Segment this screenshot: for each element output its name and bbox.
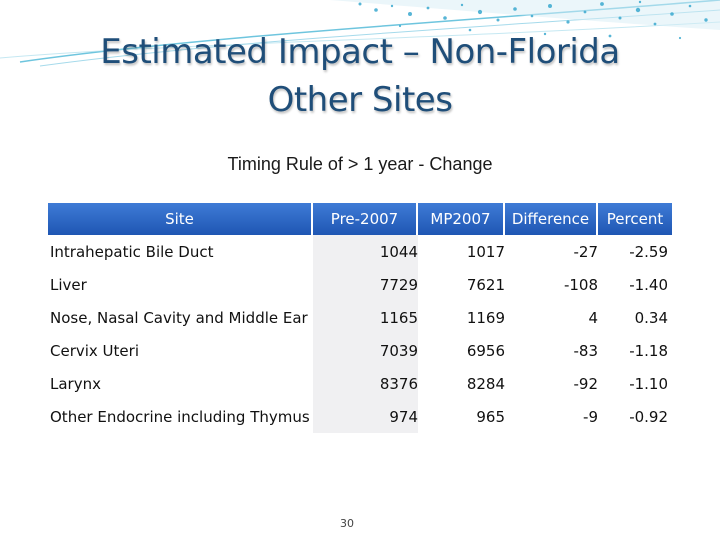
slide-title: Estimated Impact – Non-Florida Other Sit… — [100, 32, 620, 120]
table-row: Nose, Nasal Cavity and Middle Ear 1165 1… — [48, 301, 672, 334]
table-row: Other Endocrine including Thymus 974 965… — [48, 400, 672, 433]
cell-difference: 4 — [588, 308, 598, 327]
cell-site: Liver — [50, 275, 87, 294]
slide-subtitle: Timing Rule of > 1 year - Change — [227, 154, 493, 174]
cell-pre-2007: 974 — [313, 400, 418, 433]
cell-mp2007: 8284 — [466, 374, 505, 393]
cell-mp2007: 1017 — [466, 242, 505, 261]
cell-site: Other Endocrine including Thymus — [50, 407, 310, 426]
header-site: Site — [48, 203, 313, 235]
cell-percent: -2.59 — [629, 242, 668, 261]
cell-percent: -0.92 — [629, 407, 668, 426]
cell-site: Intrahepatic Bile Duct — [50, 242, 214, 261]
cell-difference: -27 — [573, 242, 599, 261]
cell-pre-2007: 8376 — [313, 367, 418, 400]
cell-pre-2007: 7039 — [313, 334, 418, 367]
header-difference: Difference — [505, 203, 598, 235]
table-row: Intrahepatic Bile Duct 1044 1017 -27 -2.… — [48, 235, 672, 268]
table-row: Cervix Uteri 7039 6956 -83 -1.18 — [48, 334, 672, 367]
slide-number: 30 — [340, 517, 354, 530]
cell-site: Cervix Uteri — [50, 341, 139, 360]
table-row: Liver 7729 7621 -108 -1.40 — [48, 268, 672, 301]
table-row: Larynx 8376 8284 -92 -1.10 — [48, 367, 672, 400]
cell-percent: -1.40 — [629, 275, 668, 294]
cell-difference: -108 — [563, 275, 598, 294]
cell-mp2007: 7621 — [466, 275, 505, 294]
cell-pre-2007: 7729 — [313, 268, 418, 301]
cell-pre-2007: 1165 — [313, 301, 418, 334]
cell-difference: -9 — [583, 407, 598, 426]
cell-mp2007: 6956 — [466, 341, 505, 360]
cell-percent: -1.10 — [629, 374, 668, 393]
cell-mp2007: 965 — [476, 407, 505, 426]
cell-site: Nose, Nasal Cavity and Middle Ear — [50, 308, 308, 327]
header-mp2007: MP2007 — [418, 203, 505, 235]
decorative-swoosh — [0, 0, 720, 67]
cell-percent: 0.34 — [634, 308, 668, 327]
header-percent: Percent — [598, 203, 672, 235]
cell-pre-2007: 1044 — [313, 235, 418, 268]
cell-difference: -92 — [573, 374, 599, 393]
table-header-row: Site Pre-2007 MP2007 Difference Percent — [48, 203, 672, 235]
cell-difference: -83 — [573, 341, 599, 360]
cell-percent: -1.18 — [629, 341, 668, 360]
cell-site: Larynx — [50, 374, 101, 393]
impact-table: Site Pre-2007 MP2007 Difference Percent … — [48, 203, 672, 433]
header-pre-2007: Pre-2007 — [313, 203, 418, 235]
cell-mp2007: 1169 — [466, 308, 505, 327]
